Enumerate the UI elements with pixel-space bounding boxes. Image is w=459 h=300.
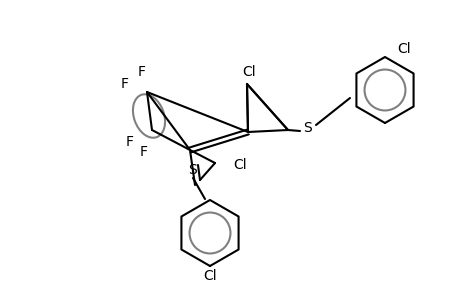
Text: F: F <box>140 145 148 159</box>
Text: Cl: Cl <box>203 269 216 283</box>
Text: Cl: Cl <box>396 42 410 56</box>
Text: S: S <box>303 121 312 135</box>
Text: Cl: Cl <box>241 65 255 79</box>
Text: F: F <box>121 77 129 91</box>
Text: Cl: Cl <box>233 158 246 172</box>
Text: S: S <box>188 163 197 177</box>
Text: F: F <box>126 135 134 149</box>
Text: F: F <box>138 65 146 79</box>
